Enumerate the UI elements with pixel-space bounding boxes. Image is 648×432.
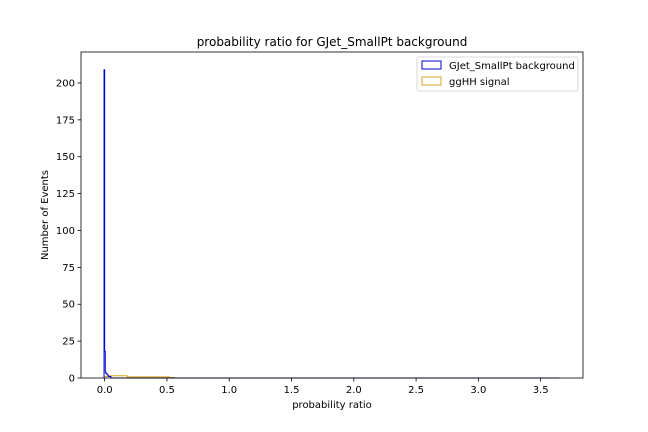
x-tick-label: 0.0 — [97, 385, 113, 396]
legend-swatch-gjet — [421, 60, 442, 70]
x-tick-label: 2.5 — [408, 385, 424, 396]
x-tick-label: 1.5 — [284, 385, 300, 396]
x-tick-label: 3.0 — [470, 385, 486, 396]
y-tick-label: 25 — [62, 337, 75, 348]
chart-title: probability ratio for GJet_SmallPt backg… — [197, 35, 468, 49]
legend-label-gjet: GJet_SmallPt background — [449, 61, 575, 72]
y-tick-label: 0 — [69, 374, 75, 385]
x-tick-label: 3.5 — [533, 385, 549, 396]
legend: GJet_SmallPt background ggHH signal — [416, 56, 579, 92]
legend-swatch-gghh — [421, 76, 442, 86]
y-tick-label: 200 — [56, 78, 75, 89]
y-axis: 0 25 50 75 100 125 150 175 200 — [56, 78, 81, 385]
y-axis-label: Number of Events — [40, 170, 51, 260]
y-tick-label: 75 — [62, 263, 75, 274]
x-axis-label: probability ratio — [292, 400, 372, 411]
legend-box — [416, 56, 579, 92]
y-tick-label: 125 — [56, 189, 75, 200]
y-tick-label: 100 — [56, 226, 75, 237]
y-tick-label: 150 — [56, 152, 75, 163]
x-axis: 0.0 0.5 1.0 1.5 2.0 2.5 3.0 3.5 — [97, 378, 549, 396]
plot-frame — [80, 51, 584, 379]
legend-label-gghh: ggHH signal — [449, 77, 510, 88]
x-tick-label: 0.5 — [159, 385, 175, 396]
series-layer — [103, 69, 560, 379]
y-tick-label: 175 — [56, 115, 75, 126]
y-tick-label: 50 — [62, 300, 75, 311]
histogram-series-gjet — [103, 69, 560, 379]
x-tick-label: 1.0 — [221, 385, 237, 396]
x-tick-label: 2.0 — [346, 385, 362, 396]
